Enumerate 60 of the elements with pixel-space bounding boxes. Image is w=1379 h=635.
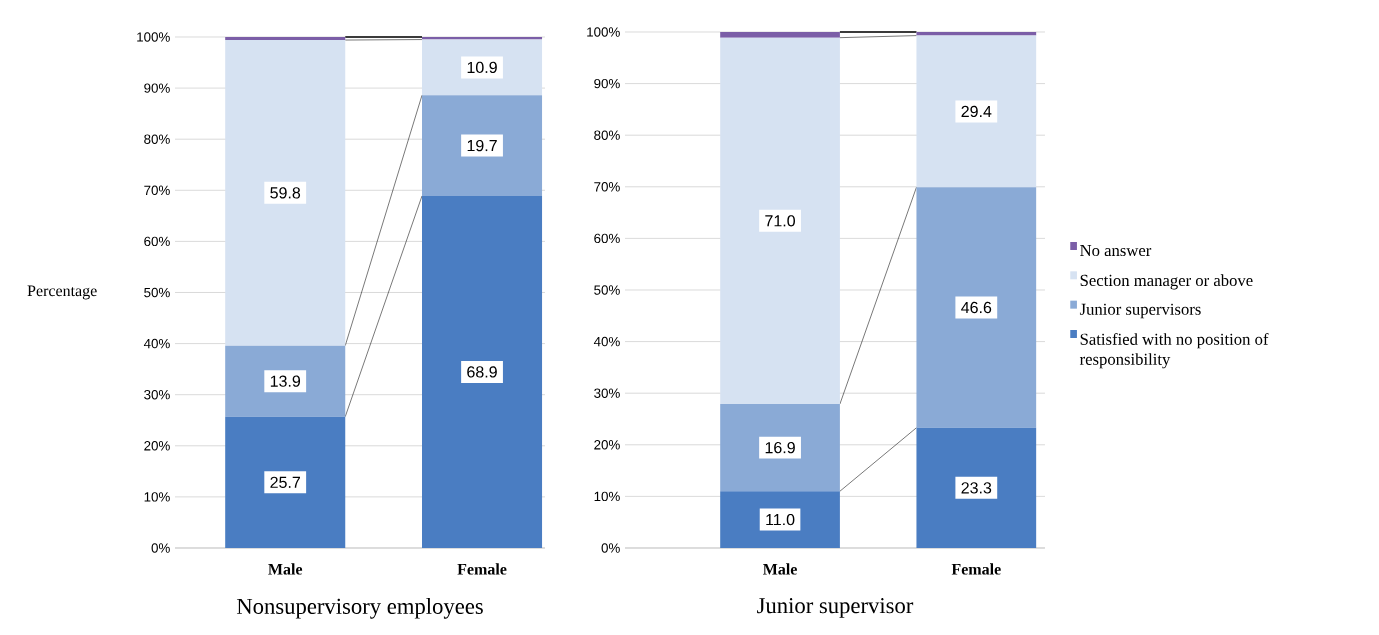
y-tick-label: 50% [594, 285, 620, 295]
y-tick-label: 90% [594, 78, 620, 89]
y-tick-label: 30% [144, 389, 170, 400]
bar [916, 187, 1037, 428]
legend-label: Satisfied with no position of responsibility [1079, 332, 1269, 369]
text: Junior supervisor [757, 598, 914, 618]
y-tick-label: 10% [144, 492, 170, 502]
y-tick-label: 0% [151, 543, 170, 553]
data-label: 23.3 [961, 482, 992, 494]
bar [225, 36, 346, 41]
data-label: 13.9 [270, 375, 301, 387]
bar [720, 31, 840, 38]
y-tick-label: 20% [144, 441, 170, 451]
y-tick-label: 10% [594, 491, 620, 502]
x-tick-label: Female [951, 563, 1001, 575]
data-label: 29.4 [961, 105, 992, 118]
bar [916, 427, 1037, 548]
y-tick-label: 20% [594, 440, 620, 450]
data-label: 59.8 [270, 187, 301, 199]
text: Nonsupervisory employees [236, 598, 483, 619]
bar [225, 416, 346, 548]
bar [916, 35, 1037, 188]
bar [422, 95, 543, 196]
x-tick-label: Male [268, 563, 303, 575]
bar [720, 491, 840, 548]
data-label: 46.6 [961, 301, 992, 314]
y-tick-label: 40% [593, 336, 620, 347]
y-tick-label: 80% [144, 134, 170, 144]
legend-label: Junior supervisors [1079, 303, 1201, 319]
y-tick-label: 70% [594, 182, 620, 192]
bar [720, 37, 840, 405]
legend-label: No answer [1080, 244, 1152, 257]
x-tick-label: Female [457, 563, 507, 575]
y-tick-label: 0% [601, 543, 620, 553]
data-label: 71.0 [765, 215, 795, 227]
data-label: 10.9 [467, 61, 497, 74]
y-tick-label: 80% [594, 130, 620, 140]
bar [225, 345, 346, 417]
y-axis-title: Percentage [27, 285, 97, 300]
bar [422, 195, 543, 548]
y-tick-label: 100% [587, 27, 620, 37]
bar [720, 404, 840, 492]
y-tick-label: 50% [144, 287, 170, 298]
y-tick-label: 40% [143, 338, 170, 349]
data-label: 25.7 [270, 476, 300, 488]
y-tick-label: 30% [594, 388, 620, 398]
data-label: 16.9 [765, 441, 795, 454]
data-label: 11.0 [766, 513, 795, 526]
y-tick-label: 100% [137, 32, 170, 42]
bar [422, 36, 543, 40]
y-tick-label: 60% [144, 236, 170, 247]
legend-label: Section manager or above [1080, 274, 1253, 290]
data-label: 68.9 [467, 366, 497, 378]
y-tick-label: 90% [144, 83, 170, 93]
bar [225, 40, 346, 346]
y-tick-label: 60% [594, 233, 620, 244]
y-tick-label: 70% [144, 185, 170, 196]
bar [916, 31, 1037, 36]
x-tick-label: Male [763, 563, 797, 575]
data-label: 19.7 [467, 139, 497, 152]
